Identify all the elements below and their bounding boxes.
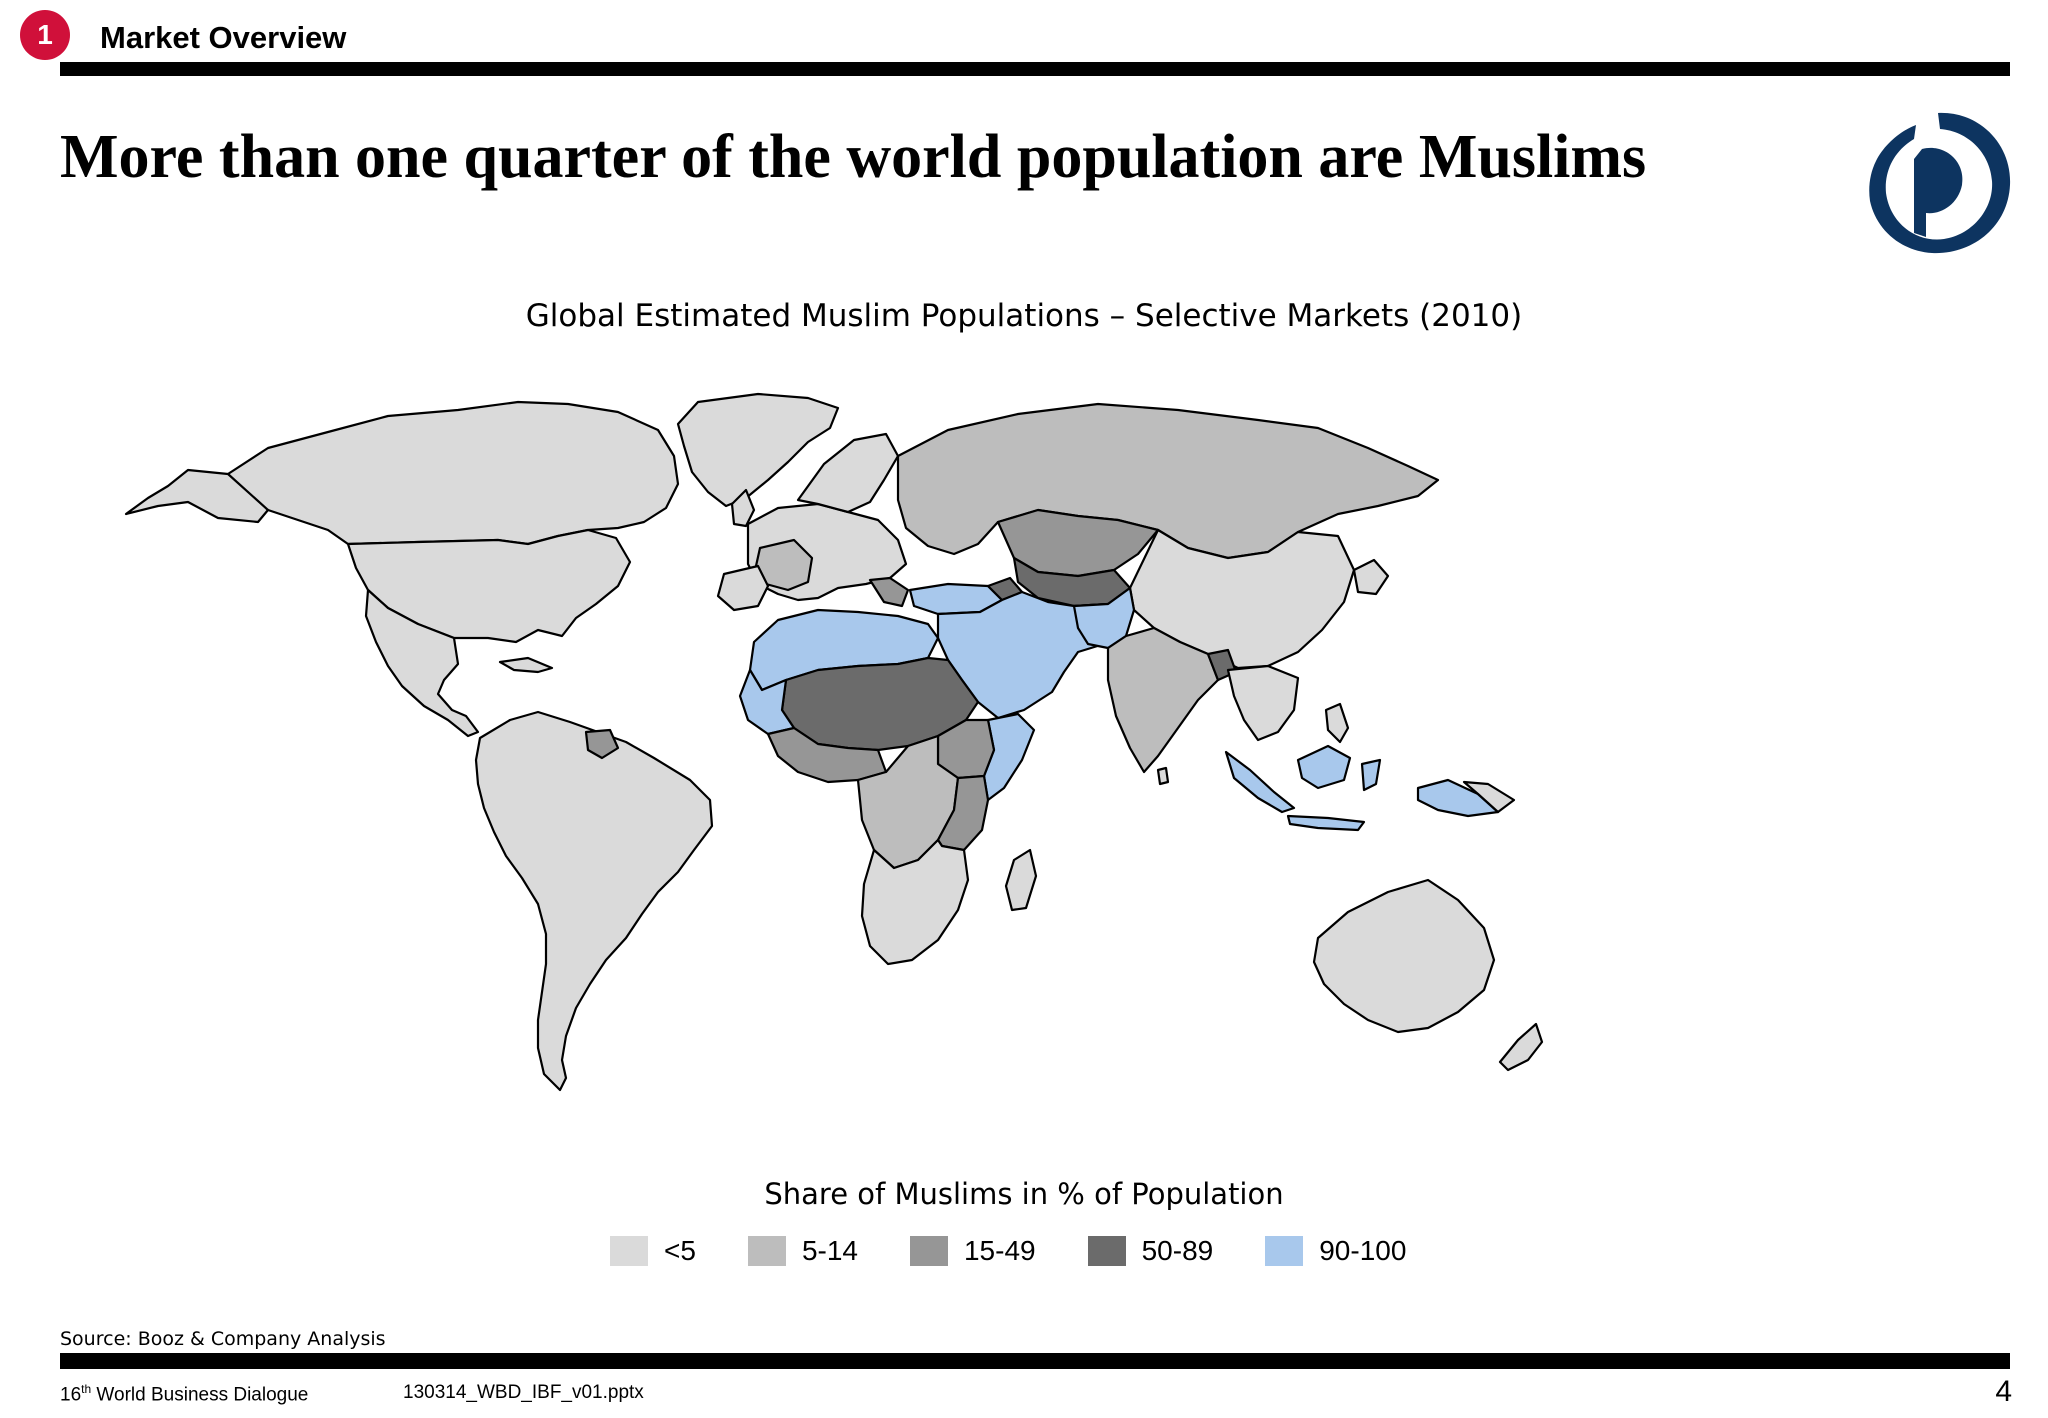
legend-swatch-50-89: [1087, 1236, 1126, 1266]
country-new-zealand: [1498, 1022, 1544, 1072]
country-indonesia-java: [1286, 814, 1366, 832]
source-note: Source: Booz & Company Analysis: [60, 1328, 386, 1350]
country-indonesia-sumatra: [1224, 750, 1296, 814]
brand-logo-icon: [1869, 112, 2011, 254]
legend-item-90-100: 90-100: [1265, 1235, 1406, 1267]
footer-event: 16th World Business Dialogue: [60, 1382, 308, 1406]
legend-label-15-49: 15-49: [963, 1235, 1036, 1266]
country-philippines: [1324, 702, 1350, 744]
footer-rule: [60, 1353, 2010, 1369]
country-india: [1106, 626, 1220, 774]
section-number-badge: 1: [20, 10, 70, 60]
country-uk: [730, 488, 756, 528]
map-title: Global Estimated Muslim Populations – Se…: [525, 298, 1523, 334]
country-madagascar: [1004, 848, 1038, 912]
country-alaska: [124, 468, 270, 524]
legend-item-50-89: 50-89: [1087, 1235, 1214, 1267]
page-number: 4: [1995, 1375, 2012, 1408]
country-indonesia-borneo: [1296, 744, 1352, 790]
legend-item-5-14: 5-14: [747, 1235, 858, 1267]
country-japan: [1352, 558, 1390, 596]
legend-swatch-5-14: [747, 1236, 786, 1266]
map-legend: <5 5-14 15-49 50-89 90-100: [610, 1235, 1458, 1267]
country-papua: [1416, 778, 1500, 818]
section-label: Market Overview: [100, 20, 347, 55]
legend-swatch-lt5: [610, 1236, 648, 1266]
legend-swatch-15-49: [909, 1236, 948, 1266]
country-south-america: [474, 710, 714, 1092]
country-suriname: [584, 728, 620, 760]
footer-event-name: World Business Dialogue: [91, 1384, 309, 1406]
country-balkans: [868, 576, 910, 608]
country-iberia: [716, 564, 770, 612]
legend-label-50-89: 50-89: [1141, 1235, 1214, 1266]
legend-label-5-14: 5-14: [801, 1235, 858, 1266]
slide-title: More than one quarter of the world popul…: [60, 123, 1647, 191]
country-cuba: [498, 656, 554, 674]
country-mexico: [364, 588, 480, 738]
footer-event-number: 16: [60, 1384, 82, 1406]
legend-item-15-49: 15-49: [909, 1235, 1036, 1267]
country-greenland: [676, 392, 840, 508]
country-australia: [1312, 878, 1496, 1034]
region-scandinavia: [796, 432, 900, 514]
header-rule: [60, 62, 2010, 76]
footer-event-ordinal: th: [81, 1382, 92, 1396]
country-indonesia-sulawesi: [1360, 758, 1382, 792]
region-southern-africa: [860, 838, 970, 966]
legend-title: Share of Muslims in % of Population: [764, 1177, 1284, 1211]
world-map: [124, 392, 1544, 1092]
region-southeast-asia: [1226, 664, 1300, 742]
legend-label-90-100: 90-100: [1319, 1235, 1407, 1266]
legend-label-lt5: <5: [664, 1235, 696, 1266]
legend-swatch-90-100: [1265, 1236, 1304, 1266]
footer-filename: 130314_WBD_IBF_v01.pptx: [403, 1382, 644, 1403]
country-png: [1462, 780, 1516, 814]
country-canada: [226, 400, 680, 546]
legend-item-lt5: <5: [610, 1235, 696, 1267]
country-sri-lanka: [1156, 766, 1170, 786]
